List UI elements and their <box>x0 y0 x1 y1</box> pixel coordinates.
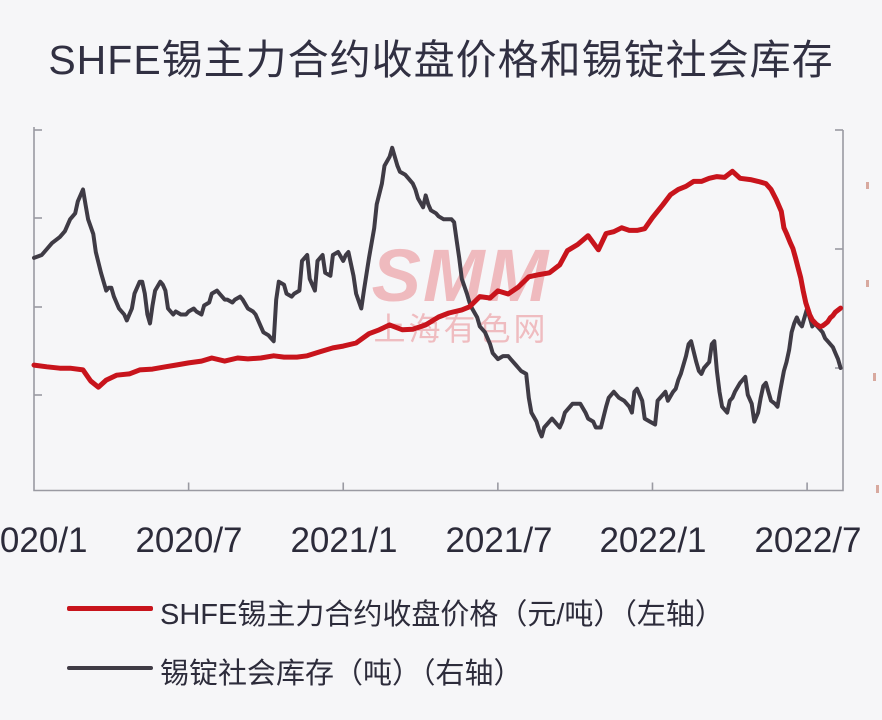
axis-frame <box>33 127 844 492</box>
x-axis-label-2021-1: 2021/1 <box>290 521 398 560</box>
inventory-line <box>32 145 843 439</box>
cropped-right-axis-label-sliver <box>876 485 879 493</box>
x-axis-label-2022-7: 2022/7 <box>754 521 862 560</box>
x-axis-label-2021-7: 2021/7 <box>445 521 553 560</box>
x-axis-label-2022-1: 2022/1 <box>599 521 707 560</box>
x-axis-label-2020-7: 2020/7 <box>135 521 243 560</box>
cropped-right-axis-label-sliver <box>866 182 869 189</box>
legend-label-price: SHFE锡主力合约收盘价格（元/吨）（左轴） <box>160 599 724 631</box>
price-line <box>31 168 844 390</box>
cropped-right-axis-label-sliver <box>866 280 869 287</box>
legend-label-inventory: 锡锭社会库存（吨）（右轴） <box>160 658 523 690</box>
cropped-right-axis-label-sliver <box>873 373 876 381</box>
x-axis-label-2020-1: 2020/1 <box>0 521 88 560</box>
legend-swatch-price-line <box>67 606 153 611</box>
legend-swatch-inventory-line <box>67 666 153 670</box>
page-title: SHFE锡主力合约收盘价格和锡锭社会库存 <box>48 37 834 83</box>
